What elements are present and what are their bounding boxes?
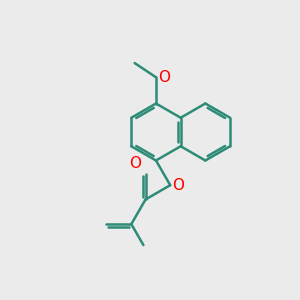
Text: O: O [158, 70, 170, 85]
Text: O: O [129, 156, 141, 171]
Text: O: O [172, 178, 184, 193]
